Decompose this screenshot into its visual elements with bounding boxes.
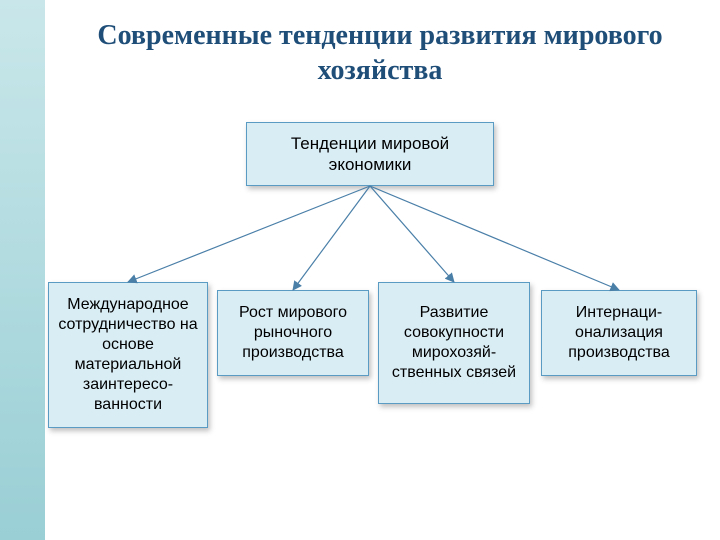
slide-title: Современные тенденции развития мирового … xyxy=(60,18,700,88)
child-node-label: Развитие совокупности мирохозяй-ственных… xyxy=(385,303,523,383)
child-node: Рост мирового рыночного производства xyxy=(217,290,369,376)
child-node-label: Международное сотрудничество на основе м… xyxy=(55,295,201,415)
decorative-sidebar xyxy=(0,0,45,540)
root-node-label: Тенденции мировой экономики xyxy=(253,133,487,176)
child-node-label: Интернаци-онализация производства xyxy=(548,303,690,363)
root-node: Тенденции мировой экономики xyxy=(246,122,494,186)
child-node: Интернаци-онализация производства xyxy=(541,290,697,376)
child-node-label: Рост мирового рыночного производства xyxy=(224,303,362,363)
child-node: Международное сотрудничество на основе м… xyxy=(48,282,208,428)
child-node: Развитие совокупности мирохозяй-ственных… xyxy=(378,282,530,404)
